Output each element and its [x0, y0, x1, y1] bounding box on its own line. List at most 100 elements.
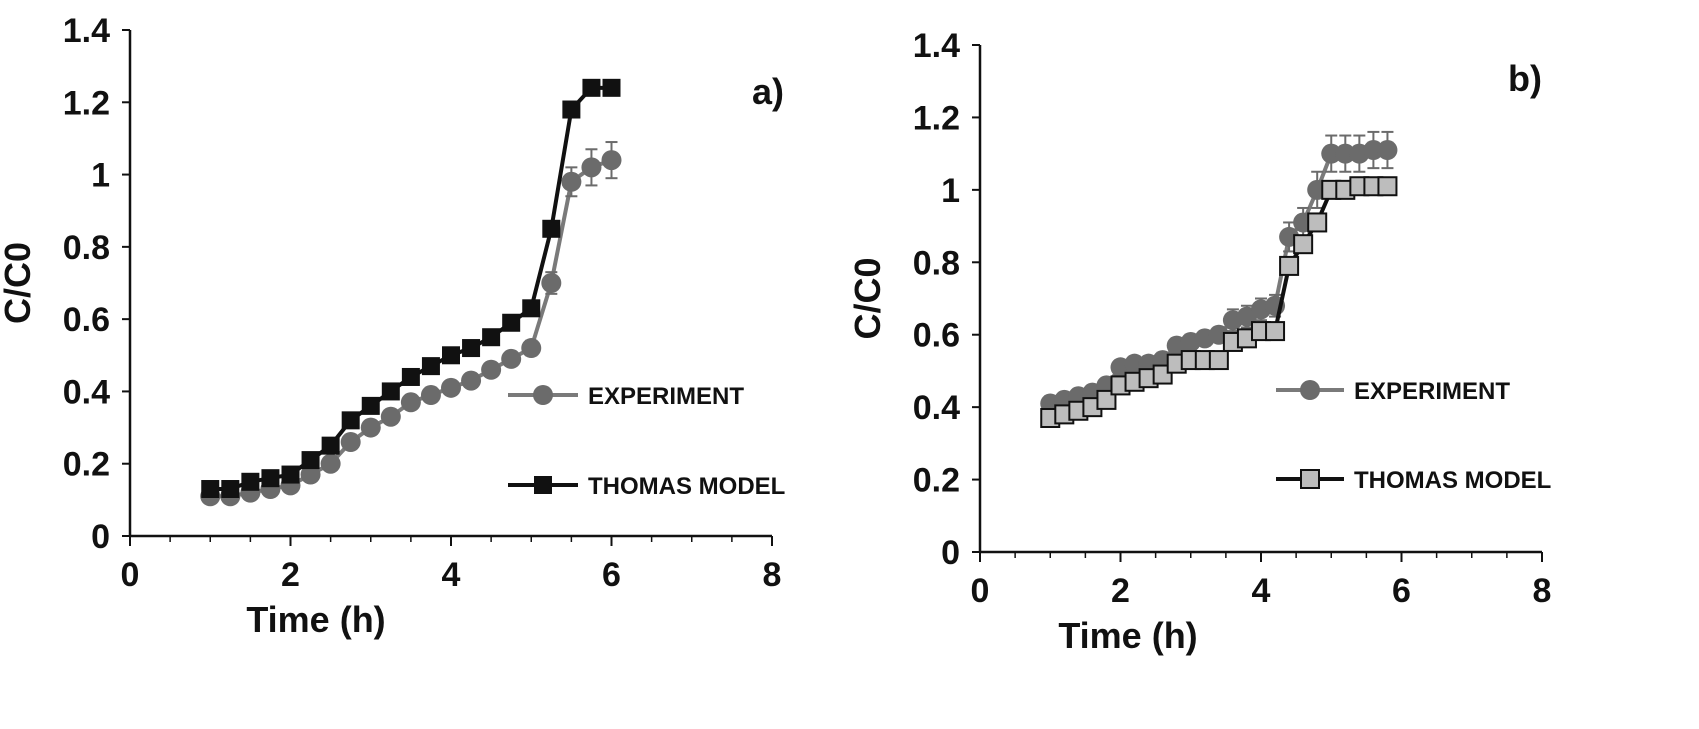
data-point: [1265, 321, 1286, 342]
legend-swatch-thomas-model: [508, 476, 578, 494]
data-point: [1377, 140, 1398, 161]
data-point: [241, 472, 260, 491]
data-point: [361, 396, 380, 415]
panel-b-x-tick-label: 0: [971, 572, 990, 610]
panel-b-y-tick-label: 0.4: [913, 389, 960, 427]
data-point: [421, 357, 440, 376]
data-point: [1307, 212, 1328, 233]
data-point: [1293, 234, 1314, 255]
panel-a-legend-thomas-model: THOMAS MODEL: [508, 473, 785, 500]
data-point: [1279, 255, 1300, 276]
panel-b-y-tick-label: 0.8: [913, 244, 960, 282]
data-point: [461, 370, 482, 391]
legend-swatch-experiment: [508, 385, 578, 405]
data-point: [341, 411, 360, 430]
panel-a-y-tick-label: 1.4: [63, 12, 110, 50]
panel-b-y-axis-title: C/C0: [847, 257, 888, 339]
data-point: [521, 338, 542, 359]
data-point: [581, 157, 602, 178]
legend-swatch-thomas-model: [1276, 469, 1344, 489]
panel-b-y-tick-label: 1.2: [913, 99, 960, 137]
panel-a-y-tick-label: 0.2: [63, 446, 110, 484]
panel-a-y-tick-label: 1.2: [63, 84, 110, 122]
panel-a-axes: [122, 29, 773, 546]
data-point: [602, 78, 621, 97]
data-point: [420, 385, 441, 406]
data-point: [320, 453, 341, 474]
data-point: [561, 171, 582, 192]
panel-a-x-tick-label: 4: [442, 556, 461, 594]
panel-b-legend: EXPERIMENT THOMAS MODEL: [1276, 378, 1551, 494]
data-point: [281, 465, 300, 484]
panel-b-axes: [972, 44, 1543, 562]
data-point: [401, 367, 420, 386]
series-thomas-model: [201, 78, 621, 499]
panel-b-y-tick-label: 1.4: [913, 27, 960, 65]
data-point: [502, 313, 521, 332]
panel-b-x-tick-label: 6: [1392, 572, 1411, 610]
panel-a-y-tick-label: 0.8: [63, 229, 110, 267]
legend-label-experiment: EXPERIMENT: [588, 383, 744, 410]
legend-marker: [1300, 380, 1320, 400]
data-point: [221, 480, 240, 499]
panel-a-x-tick-label: 8: [763, 556, 782, 594]
data-point: [1363, 140, 1384, 161]
panel-b-x-tick-labels: 0 2 4 6 8: [971, 572, 1552, 610]
panel-b-y-tick-label: 0: [941, 534, 960, 572]
panel-b-legend-thomas-model: THOMAS MODEL: [1276, 467, 1551, 494]
data-point: [462, 339, 481, 358]
panel-a-y-axis-title: C/C0: [0, 242, 38, 324]
panel-a-y-tick-label: 1: [91, 157, 110, 195]
panel-b-legend-experiment: EXPERIMENT: [1276, 378, 1510, 405]
panel-a-legend: EXPERIMENT THOMAS MODEL: [508, 383, 785, 500]
panel-a-x-tick-label: 0: [121, 556, 140, 594]
data-point: [380, 406, 401, 427]
data-point: [301, 451, 320, 470]
data-point: [300, 464, 321, 485]
panel-a-x-tick-label: 2: [281, 556, 300, 594]
data-point: [562, 100, 581, 119]
legend-label-thomas-model: THOMAS MODEL: [588, 473, 785, 500]
legend-marker: [533, 385, 553, 405]
panel-a-y-tick-label: 0: [91, 518, 110, 556]
data-point: [501, 348, 522, 369]
series-experiment: [1040, 130, 1398, 414]
data-point: [441, 377, 461, 398]
data-point: [522, 299, 541, 318]
panel-b-x-tick-label: 8: [1533, 572, 1552, 610]
panel-a-x-tick-labels: 0 2 4 6 8: [121, 556, 782, 594]
panel-a-y-tick-label: 0.4: [63, 373, 110, 411]
data-point: [1321, 143, 1342, 164]
data-point: [201, 480, 220, 499]
panel-b-y-tick-labels: 0 0.2 0.4 0.6 0.8 1 1.2 1.4: [913, 27, 960, 572]
data-point: [582, 78, 601, 97]
panel-b-x-tick-label: 4: [1252, 572, 1271, 610]
data-point: [601, 150, 622, 171]
data-point: [360, 417, 381, 438]
panel-a-series: [200, 78, 622, 507]
panel-b-y-tick-label: 1: [941, 172, 960, 210]
data-point: [482, 328, 501, 347]
panel-b-y-tick-label: 0.6: [913, 317, 960, 355]
data-point: [340, 432, 361, 453]
data-point: [542, 219, 561, 238]
data-point: [400, 392, 421, 413]
legend-swatch-experiment: [1276, 380, 1344, 400]
data-point: [321, 436, 340, 455]
data-point: [381, 382, 400, 401]
panel-b-x-tick-label: 2: [1111, 572, 1130, 610]
data-point: [1377, 176, 1398, 197]
panel-a-x-axis-title: Time (h): [246, 599, 385, 640]
data-point: [1208, 350, 1229, 371]
panel-a-x-tick-label: 6: [602, 556, 621, 594]
panel-b-y-tick-label: 0.2: [913, 462, 960, 500]
data-point: [541, 273, 562, 293]
series-line: [210, 158, 613, 499]
data-point: [1335, 143, 1356, 164]
panel-b-x-axis-title: Time (h): [1058, 615, 1197, 656]
panel-a: 0 2 4 6 8 0 0.2 0.4 0.6 0.8 1 1.2 1.4 Ti…: [0, 12, 785, 640]
panel-a-y-tick-label: 0.6: [63, 301, 110, 339]
panel-a-legend-experiment: EXPERIMENT: [508, 383, 744, 410]
panel-a-y-tick-labels: 0 0.2 0.4 0.6 0.8 1 1.2 1.4: [63, 12, 110, 556]
